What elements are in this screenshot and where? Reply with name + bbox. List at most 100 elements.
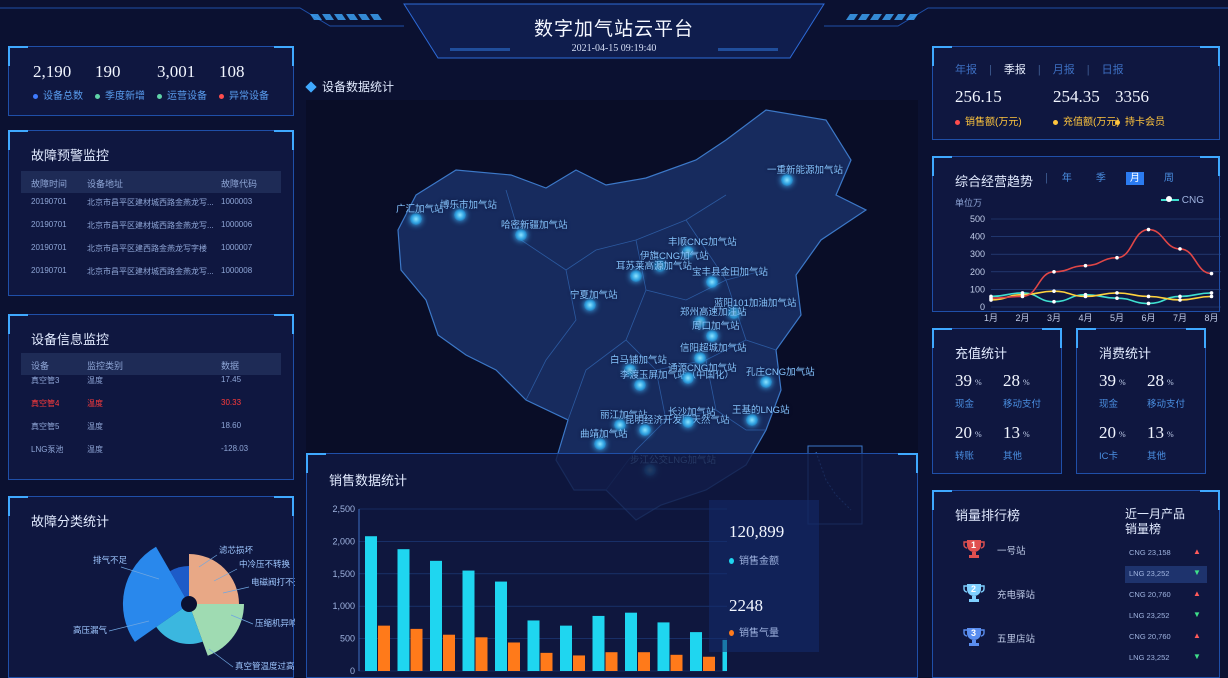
tab-revenue-period[interactable]: 月报 bbox=[1052, 64, 1075, 76]
station-label[interactable]: 通源CNG加气站 bbox=[668, 363, 737, 374]
trend-point[interactable] bbox=[1083, 294, 1088, 299]
station-label[interactable]: 周口加气站 bbox=[692, 321, 740, 332]
sales-bar[interactable] bbox=[657, 622, 670, 671]
station-label[interactable]: 宁夏加气站 bbox=[570, 290, 618, 301]
trend-point[interactable] bbox=[1083, 263, 1088, 268]
station-marker-dot[interactable] bbox=[781, 174, 793, 186]
ranking-station-name[interactable]: 充电驿站 bbox=[997, 590, 1036, 601]
station-label[interactable]: 白马铺加气站 bbox=[610, 355, 668, 366]
station-label[interactable]: 博乐市加气站 bbox=[440, 200, 498, 211]
tab-trend-period[interactable]: 月 bbox=[1125, 172, 1144, 185]
sales-bar[interactable] bbox=[443, 634, 455, 671]
trend-point[interactable] bbox=[1178, 298, 1182, 302]
trend-point[interactable] bbox=[1146, 294, 1151, 299]
tab-trend-period[interactable]: 年 bbox=[1061, 173, 1072, 184]
station-marker-dot[interactable] bbox=[682, 246, 694, 258]
station-marker-dot[interactable] bbox=[746, 414, 758, 426]
tab-revenue-period[interactable]: 日报 bbox=[1101, 64, 1124, 76]
sales-bar[interactable] bbox=[560, 625, 572, 671]
sales-bar[interactable] bbox=[527, 620, 540, 671]
table-row[interactable]: 20190701 北京市昌平区建西路金燕龙写字楼 1000007 bbox=[21, 243, 281, 259]
trend-point[interactable] bbox=[1209, 271, 1214, 276]
list-item[interactable]: LNG 23,252 ▼ bbox=[1125, 566, 1207, 583]
station-marker-dot[interactable] bbox=[634, 379, 646, 391]
sales-bar[interactable] bbox=[638, 652, 650, 671]
station-label[interactable]: 长沙加气站 bbox=[668, 407, 716, 418]
station-marker-dot[interactable] bbox=[694, 352, 706, 364]
station-marker-dot[interactable] bbox=[694, 316, 706, 328]
station-marker-dot[interactable] bbox=[410, 213, 422, 225]
station-label[interactable]: 郑州高速加注站 bbox=[680, 307, 747, 318]
trend-point[interactable] bbox=[1052, 289, 1056, 293]
trend-point[interactable] bbox=[1052, 270, 1056, 274]
list-item[interactable]: CNG 20,760 ▲ bbox=[1125, 587, 1207, 604]
sales-bar[interactable] bbox=[703, 656, 715, 671]
sales-bar[interactable] bbox=[670, 654, 683, 671]
trend-series-line[interactable] bbox=[990, 290, 1212, 301]
station-label[interactable]: 曲靖加气站 bbox=[580, 429, 628, 440]
trend-point[interactable] bbox=[1146, 301, 1151, 306]
list-item[interactable]: CNG 20,760 ▲ bbox=[1125, 629, 1207, 646]
tab-revenue-period[interactable]: 季报 bbox=[1003, 64, 1026, 76]
table-row[interactable]: 真空管3 温度 17.45 bbox=[21, 375, 281, 391]
rose-slice[interactable] bbox=[122, 546, 189, 642]
station-marker-dot[interactable] bbox=[584, 299, 596, 311]
sales-bar[interactable] bbox=[378, 625, 390, 671]
station-marker-dot[interactable] bbox=[728, 307, 740, 319]
station-label[interactable]: 宝丰县金田加气站 bbox=[692, 267, 769, 278]
station-label[interactable]: 哈密新疆加气站 bbox=[501, 220, 568, 231]
sales-bar[interactable] bbox=[540, 652, 553, 671]
station-marker-dot[interactable] bbox=[760, 376, 772, 388]
trend-point[interactable] bbox=[1052, 299, 1056, 304]
station-marker-dot[interactable] bbox=[624, 364, 636, 376]
trend-point[interactable] bbox=[1178, 247, 1182, 251]
sales-bar[interactable] bbox=[365, 536, 377, 671]
sales-bar[interactable] bbox=[592, 615, 605, 671]
sales-bar[interactable] bbox=[508, 642, 520, 671]
sales-bar[interactable] bbox=[722, 639, 728, 671]
trend-point[interactable] bbox=[1020, 294, 1025, 299]
rose-slice[interactable] bbox=[156, 604, 203, 645]
station-label[interactable]: 孔庄CNG加气站 bbox=[746, 367, 815, 378]
station-label[interactable]: 耳苏莱高源加气站 bbox=[616, 261, 693, 272]
sales-bar[interactable] bbox=[410, 628, 423, 671]
table-row[interactable]: LNG泵池 温度 -128.03 bbox=[21, 444, 281, 460]
legend-cng[interactable]: CNG bbox=[1181, 195, 1205, 206]
sales-bar[interactable] bbox=[625, 612, 637, 671]
rose-slice[interactable] bbox=[170, 566, 189, 604]
sales-bar[interactable] bbox=[495, 581, 507, 671]
station-label[interactable]: 一重新能源加气站 bbox=[767, 165, 844, 176]
station-label[interactable]: 王基的LNG站 bbox=[732, 405, 790, 416]
station-label[interactable]: 蓝阳101加油加气站 bbox=[714, 298, 797, 309]
table-row[interactable]: 20190701 北京市昌平区建材城西路金燕龙写... 1000006 bbox=[21, 220, 281, 236]
station-label[interactable]: 李渡玉屏加气站（中国化） bbox=[620, 370, 735, 381]
sales-bar[interactable] bbox=[475, 637, 488, 671]
ranking-station-name[interactable]: 一号站 bbox=[997, 546, 1026, 557]
station-label[interactable]: 伊旗CNG加气站 bbox=[640, 251, 709, 262]
sales-bar[interactable] bbox=[605, 652, 618, 671]
station-marker-dot[interactable] bbox=[706, 330, 718, 342]
sales-bar[interactable] bbox=[397, 549, 410, 671]
trend-point[interactable] bbox=[1115, 296, 1119, 300]
list-item[interactable]: CNG 23,158 ▲ bbox=[1125, 545, 1207, 562]
tab-trend-period[interactable]: 周 bbox=[1163, 173, 1174, 184]
trend-point[interactable] bbox=[989, 296, 993, 300]
station-marker-dot[interactable] bbox=[614, 419, 626, 431]
sales-bar[interactable] bbox=[430, 560, 442, 671]
station-marker-dot[interactable] bbox=[515, 229, 527, 241]
trend-series-line[interactable] bbox=[990, 292, 1212, 305]
sales-bar[interactable] bbox=[690, 632, 702, 671]
tab-revenue-period[interactable]: 年报 bbox=[955, 64, 977, 76]
list-item[interactable]: LNG 23,252 ▼ bbox=[1125, 650, 1207, 667]
station-marker-dot[interactable] bbox=[454, 209, 466, 221]
table-row[interactable]: 真空管4 温度 30.33 bbox=[21, 398, 281, 414]
trend-point[interactable] bbox=[1115, 291, 1119, 295]
station-label[interactable]: 丰顺CNG加气站 bbox=[668, 237, 737, 248]
rose-slice[interactable] bbox=[189, 554, 239, 604]
trend-point[interactable] bbox=[1178, 294, 1182, 299]
station-label[interactable]: 信阳超城加气站 bbox=[680, 343, 747, 354]
trend-point[interactable] bbox=[1209, 294, 1214, 299]
station-marker-dot[interactable] bbox=[682, 416, 694, 428]
station-label[interactable]: 广汇加气站 bbox=[396, 204, 444, 215]
trend-point[interactable] bbox=[1209, 291, 1214, 295]
